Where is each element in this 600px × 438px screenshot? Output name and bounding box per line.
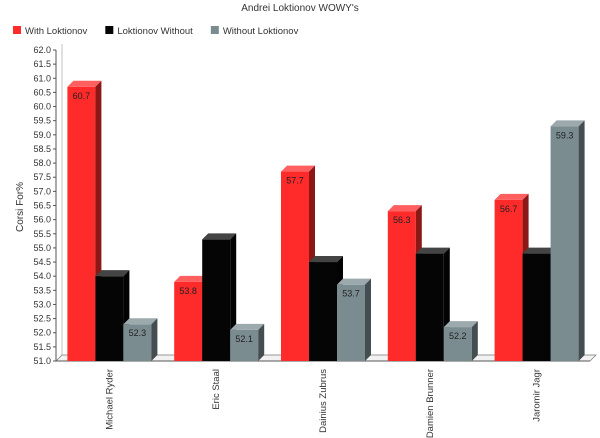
bar-3-2: [230, 323, 265, 361]
y-tick-label: 57.5: [33, 172, 51, 182]
chart-title: Andrei Loktionov WOWY's: [241, 3, 359, 14]
data-label: 52.1: [235, 334, 253, 344]
bar-top: [522, 247, 557, 254]
y-tick-label: 53.0: [33, 299, 51, 309]
legend-swatch-1: [13, 26, 21, 34]
y-tick-label: 51.5: [33, 342, 51, 352]
bar-front: [309, 262, 337, 361]
y-tick-label: 62.0: [33, 45, 51, 55]
bar-side: [151, 318, 158, 361]
data-label: 52.3: [129, 328, 147, 338]
y-tick-label: 56.0: [33, 215, 51, 225]
bar-front: [95, 276, 124, 361]
data-label: 56.7: [500, 204, 518, 214]
x-tick-label: Eric Staal: [211, 369, 222, 410]
x-tick-label: Dainius Zubrus: [318, 369, 329, 433]
y-tick-label: 56.5: [33, 201, 51, 211]
legend-label-2: Loktionov Without: [117, 26, 193, 37]
y-tick-label: 59.5: [33, 116, 51, 126]
legend-swatch-2: [105, 26, 114, 34]
bar-2-3: [309, 256, 343, 361]
legend-label-3: Without Loktionov: [223, 26, 299, 37]
bar-front: [174, 281, 203, 361]
y-tick-label: 52.5: [33, 314, 51, 324]
bar-front: [550, 126, 579, 361]
y-tick-label: 61.0: [33, 73, 51, 83]
data-label: 57.7: [286, 176, 304, 186]
bar-top: [337, 278, 371, 285]
y-tick-label: 54.5: [33, 257, 51, 267]
legend: With Loktionov Loktionov Without Without L…: [13, 26, 299, 37]
data-labels: 60.7 52.3 53.8 52.1 57.7 53.7 56.3 52.2 56.7 59.3: [73, 91, 574, 344]
bar-front: [281, 171, 309, 361]
bar-top: [67, 80, 102, 87]
bar-top: [230, 323, 265, 330]
bar-top: [95, 270, 130, 277]
bar-3-3: [337, 278, 371, 361]
bars: [67, 80, 585, 361]
bar-1-1: [67, 80, 102, 361]
data-label: 56.3: [393, 215, 411, 225]
bar-top: [202, 233, 237, 240]
bar-front: [202, 239, 231, 361]
bar-side: [471, 321, 478, 361]
bar-side: [258, 323, 265, 361]
bar-front: [522, 253, 551, 361]
y-tick-label: 61.5: [33, 59, 51, 69]
x-tick-label: Damien Brunner: [425, 369, 436, 438]
y-tick-label: 53.5: [33, 285, 51, 295]
y-tick-label: 55.0: [33, 243, 51, 253]
y-axis-label: Corsi For%: [15, 182, 26, 232]
legend-swatch-3: [210, 26, 219, 34]
bar-top: [123, 318, 158, 325]
bar-front: [387, 211, 416, 361]
data-label: 52.2: [449, 331, 467, 341]
bar-top: [387, 205, 422, 212]
bar-top: [309, 256, 343, 263]
data-label: 53.7: [342, 289, 360, 299]
y-tick-label: 59.0: [33, 130, 51, 140]
y-tick-label: 60.0: [33, 102, 51, 112]
bar-2-2: [202, 233, 237, 361]
bar-front: [415, 253, 444, 361]
bar-side: [578, 120, 585, 361]
bar-top: [415, 247, 450, 254]
y-tick-label: 58.5: [33, 144, 51, 154]
x-tick-label: Michael Ryder: [104, 369, 115, 430]
y-tick-label: 60.5: [33, 87, 51, 97]
bar-front: [443, 327, 472, 361]
x-tick-label: Jaromir Jagr: [532, 369, 543, 422]
bar-side: [365, 278, 371, 361]
bar-front: [123, 324, 152, 361]
data-label: 60.7: [73, 91, 91, 101]
bar-top: [174, 275, 209, 282]
y-tick-label: 51.0: [33, 356, 51, 366]
bar-top: [550, 120, 585, 127]
bar-2-4: [415, 247, 450, 361]
bar-front: [67, 86, 96, 361]
bar-front: [337, 284, 365, 361]
bar-front: [494, 199, 523, 361]
y-tick-label: 54.0: [33, 271, 51, 281]
y-tick-label: 58.0: [33, 158, 51, 168]
bar-front: [230, 329, 259, 361]
y-tick-label: 57.0: [33, 186, 51, 196]
legend-label-1: With Loktionov: [25, 26, 88, 37]
bar-3-1: [123, 318, 158, 361]
y-tick-label: 52.0: [33, 328, 51, 338]
data-label: 59.3: [556, 130, 574, 140]
bar-3-5: [550, 120, 585, 361]
bar-top: [281, 165, 315, 172]
bar-3-4: [443, 321, 478, 361]
bar-top: [494, 193, 529, 200]
data-label: 53.8: [179, 286, 197, 296]
y-tick-label: 55.5: [33, 229, 51, 239]
bar-top: [443, 321, 478, 328]
